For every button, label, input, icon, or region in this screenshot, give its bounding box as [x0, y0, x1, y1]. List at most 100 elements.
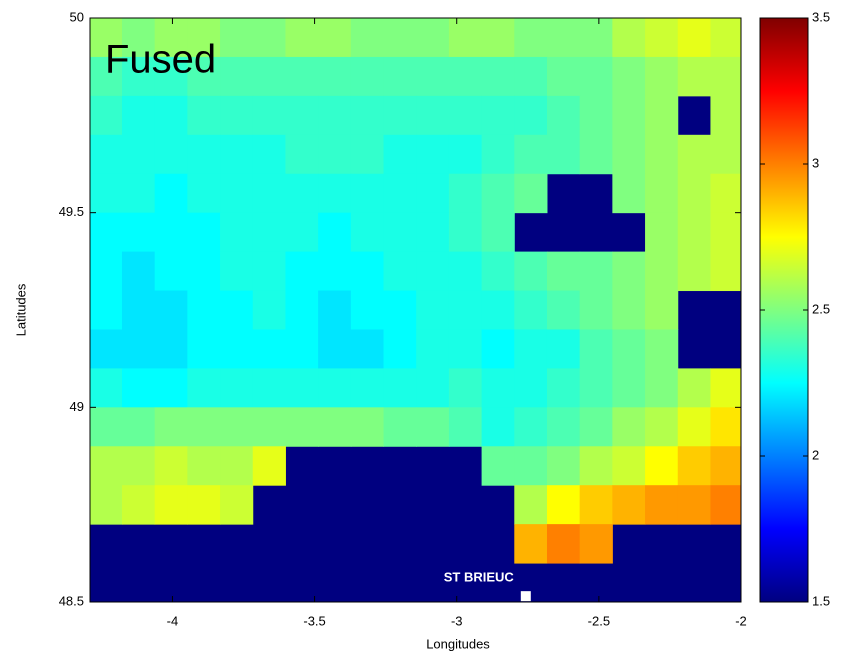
- heat-cell: [318, 212, 352, 253]
- heat-cell: [579, 251, 613, 292]
- heat-cell: [252, 173, 286, 214]
- heat-cell: [514, 18, 548, 58]
- heat-cell: [481, 134, 515, 175]
- heat-cell: [220, 212, 254, 253]
- heat-cell: [383, 329, 417, 369]
- heat-cell: [383, 212, 417, 253]
- heat-cell: [285, 95, 319, 136]
- heat-cell: [448, 290, 483, 330]
- heat-cell: [285, 173, 319, 214]
- heat-cell: [121, 329, 156, 369]
- heat-cell: [677, 368, 711, 408]
- heat-cell: [645, 407, 679, 447]
- heat-cell: [579, 290, 613, 330]
- heat-cell: [645, 18, 679, 58]
- heat-cell: [546, 18, 581, 58]
- heat-cell: [350, 56, 385, 97]
- heat-cell: [448, 212, 483, 253]
- heat-cell: [154, 134, 188, 175]
- heat-cell: [121, 134, 156, 175]
- heat-cell: [121, 407, 156, 447]
- heat-cell: [252, 95, 286, 136]
- heat-cell: [645, 290, 679, 330]
- colorbar-tick-label: 2: [812, 447, 819, 462]
- heat-cell: [416, 18, 450, 58]
- heat-cell: [710, 18, 741, 58]
- heat-cell: [220, 485, 254, 525]
- heat-cell: [187, 134, 221, 175]
- heat-cell: [677, 251, 711, 292]
- heat-cell: [448, 56, 483, 97]
- heat-cell: [318, 290, 352, 330]
- heat-cell: [481, 251, 515, 292]
- heat-cell: [645, 485, 679, 525]
- x-tick-label: -3: [451, 613, 463, 628]
- y-tick-label: 49.5: [59, 204, 84, 219]
- heat-cell: [121, 368, 156, 408]
- heat-cell: [252, 290, 286, 330]
- heat-cell: [350, 407, 385, 447]
- heat-cell: [710, 173, 741, 214]
- heat-cell: [579, 407, 613, 447]
- heat-cell: [546, 368, 581, 408]
- heat-cell: [154, 485, 188, 525]
- heat-cell: [350, 290, 385, 330]
- colorbar-tick-label: 1.5: [812, 593, 830, 608]
- heat-cell: [514, 407, 548, 447]
- heat-cell: [481, 18, 515, 58]
- heat-cell: [645, 95, 679, 136]
- heat-cell: [677, 134, 711, 175]
- heat-cell: [121, 95, 156, 136]
- heat-cell: [448, 251, 483, 292]
- x-tick-label: -3.5: [303, 613, 325, 628]
- heat-cell: [612, 368, 646, 408]
- heat-cell: [710, 56, 741, 97]
- x-tick-label: -2: [735, 613, 747, 628]
- x-tick-label: -4: [167, 613, 179, 628]
- heat-cell: [383, 134, 417, 175]
- heat-cell: [383, 251, 417, 292]
- heat-cell: [154, 18, 188, 58]
- heat-cell: [416, 251, 450, 292]
- heat-cell: [710, 212, 741, 253]
- chart-title: Fused: [105, 38, 216, 82]
- heat-cell: [677, 212, 711, 253]
- heat-cell: [220, 56, 254, 97]
- heat-cell: [187, 368, 221, 408]
- heat-cell: [154, 290, 188, 330]
- heat-cell: [187, 18, 221, 58]
- heat-cell: [612, 95, 646, 136]
- heat-cell: [383, 368, 417, 408]
- heat-cell: [90, 407, 123, 447]
- heat-cell: [612, 290, 646, 330]
- heat-cell: [220, 251, 254, 292]
- y-tick-label: 49: [70, 399, 84, 414]
- heat-cell: [448, 407, 483, 447]
- heat-cell: [546, 251, 581, 292]
- heat-cell: [514, 485, 548, 525]
- heat-cell: [383, 290, 417, 330]
- heat-cell: [350, 134, 385, 175]
- heat-cell: [612, 18, 646, 58]
- heat-cell: [154, 446, 188, 486]
- heat-cell: [514, 134, 548, 175]
- heat-cell: [252, 212, 286, 253]
- heat-cell: [121, 251, 156, 292]
- heat-cell: [514, 329, 548, 369]
- heat-cell: [416, 56, 450, 97]
- heat-cell: [187, 446, 221, 486]
- colorbar-tick-label: 3.5: [812, 9, 830, 24]
- heat-cell: [90, 95, 123, 136]
- heat-cell: [121, 212, 156, 253]
- heat-cell: [645, 173, 679, 214]
- heat-cell: [220, 95, 254, 136]
- heat-cell: [90, 18, 123, 58]
- heat-cell: [416, 212, 450, 253]
- heat-cell: [383, 95, 417, 136]
- colorbar-tick-label: 2.5: [812, 301, 830, 316]
- heat-cell: [383, 56, 417, 97]
- heat-cell: [90, 485, 123, 525]
- heat-cell: [579, 446, 613, 486]
- heat-cell: [677, 407, 711, 447]
- y-tick-label: 48.5: [59, 593, 84, 608]
